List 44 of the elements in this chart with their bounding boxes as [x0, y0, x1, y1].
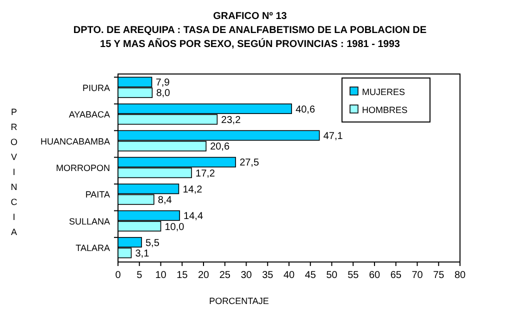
data-label: 14,4	[184, 211, 204, 222]
y-tick-label: TALARA	[76, 243, 110, 254]
x-tick-label: 55	[348, 270, 360, 281]
chart-subtitle: DPTO. DE AREQUIPA : TASA DE ANALFABETISMO DE LA POBLACION DE 15 Y MAS AÑOS POR SEXO, SEGÚN PROVINCIAS : 1981 - 1993	[73, 25, 427, 50]
x-tick-label: 10	[155, 270, 167, 281]
x-tick-label: 0	[115, 270, 122, 281]
data-label: 7,9	[156, 78, 170, 89]
chart-title: GRAFICO Nº 13	[213, 11, 288, 22]
x-axis-title: PORCENTAJE	[209, 296, 269, 306]
x-tick-label: 40	[283, 270, 295, 281]
data-label: 8,0	[156, 88, 171, 100]
x-tick-label: 30	[240, 270, 252, 281]
y-tick-label: HUANCABAMBA	[40, 136, 110, 146]
x-tick-label: 35	[262, 270, 274, 281]
x-tick-label: 5	[136, 270, 143, 281]
data-label: 14,2	[182, 184, 203, 196]
y-tick-label: PAITA	[85, 190, 110, 200]
data-label: 23,2	[221, 114, 242, 126]
x-tick-label: 45	[304, 270, 316, 281]
data-label: 3,1	[135, 248, 150, 260]
data-label: 10,0	[164, 222, 185, 233]
data-label: 40,6	[296, 104, 316, 116]
data-label: 47,1	[323, 130, 344, 142]
y-tick-label: MORROPON	[56, 163, 110, 173]
data-label: 5,5	[146, 238, 160, 249]
text: PROVINCIA	[10, 107, 18, 237]
legend-label: MUJERES	[362, 87, 406, 97]
data-label: 17,2	[196, 168, 216, 180]
data-label: 8,4	[158, 195, 172, 206]
x-tick-label: 50	[326, 270, 338, 281]
data-label: 20,6	[210, 142, 230, 153]
x-tick-label: 65	[390, 270, 402, 281]
x-tick-label: 20	[198, 270, 210, 281]
x-tick-label: 70	[412, 270, 424, 281]
legend-label: HOMBRES	[362, 105, 408, 115]
x-tick-label: 60	[368, 270, 380, 281]
y-tick-label: AYABACA	[68, 110, 110, 120]
x-tick-label: 80	[454, 270, 466, 281]
y-tick-label: PIURA	[82, 82, 110, 93]
x-tick-label: 75	[433, 270, 445, 281]
x-tick-label: 25	[219, 270, 231, 281]
data-label: 27,5	[240, 158, 260, 169]
y-tick-label: SULLANA	[68, 216, 110, 226]
x-tick-label: 15	[176, 270, 188, 281]
